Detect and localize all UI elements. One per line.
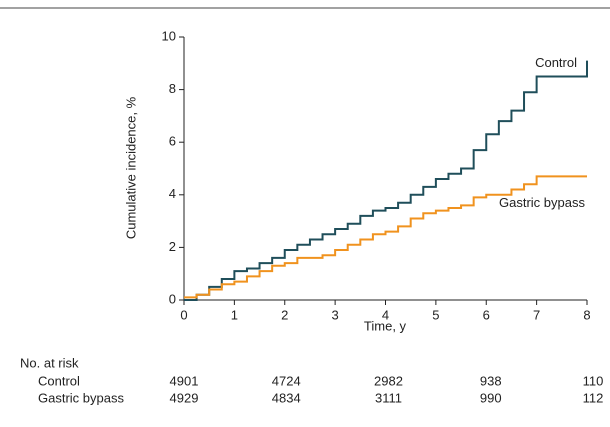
series-label: Gastric bypass <box>499 195 585 210</box>
risk-count: 4901 <box>170 373 199 388</box>
x-tick-label: 4 <box>382 307 389 322</box>
survival-line <box>184 175 587 299</box>
risk-count: 2982 <box>374 373 403 388</box>
risk-row-label: Gastric bypass <box>38 390 124 405</box>
risk-row-label: Control <box>38 373 80 388</box>
x-tick-label: 8 <box>583 307 590 322</box>
risk-count: 990 <box>480 390 502 405</box>
y-tick-label: 0 <box>169 291 176 306</box>
x-tick-label: 1 <box>231 307 238 322</box>
risk-count: 4929 <box>170 390 199 405</box>
y-tick-label: 4 <box>169 186 176 201</box>
x-tick-label: 2 <box>281 307 288 322</box>
y-tick-label: 2 <box>169 239 176 254</box>
x-tick-label: 3 <box>332 307 339 322</box>
x-tick-label: 5 <box>432 307 439 322</box>
risk-count: 3111 <box>375 390 402 405</box>
x-tick-label: 7 <box>533 307 540 322</box>
x-axis-label: Time, y <box>364 318 407 333</box>
survival-line <box>184 60 588 301</box>
risk-count: 4724 <box>272 373 301 388</box>
y-tick-label: 10 <box>162 28 176 43</box>
x-tick-label: 6 <box>483 307 490 322</box>
x-tick-label: 0 <box>180 307 187 322</box>
risk-table-title: No. at risk <box>20 355 79 370</box>
risk-count: 112 <box>583 390 604 405</box>
risk-count: 110 <box>583 373 604 388</box>
y-tick-label: 6 <box>169 134 176 149</box>
y-tick-label: 8 <box>169 81 176 96</box>
risk-count: 4834 <box>272 390 301 405</box>
series-label: Control <box>535 55 577 70</box>
risk-count: 938 <box>480 373 502 388</box>
y-axis-label: Cumulative incidence, % <box>123 96 138 239</box>
